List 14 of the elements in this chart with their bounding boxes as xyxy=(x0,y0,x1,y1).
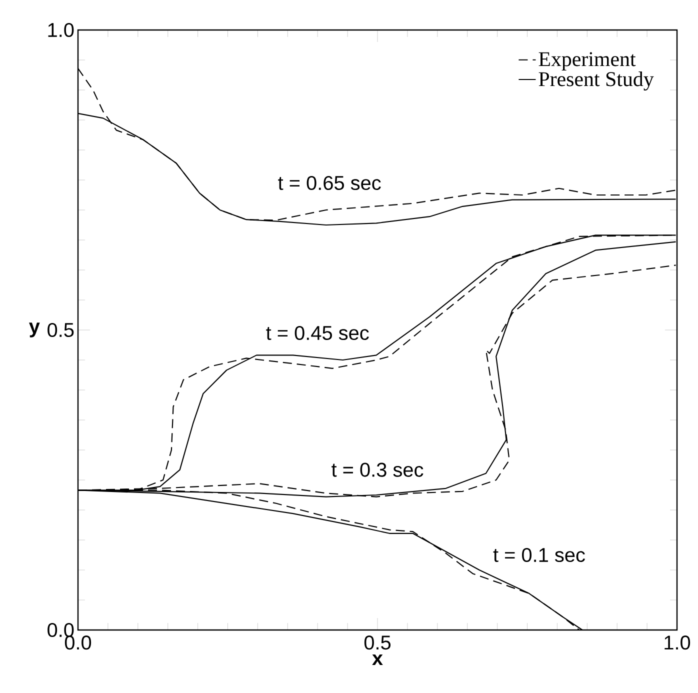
x-tick-label: 0.5 xyxy=(364,636,391,650)
legend-label: Experiment xyxy=(538,52,636,70)
x-tick-label: 0.0 xyxy=(64,636,92,650)
x-axis-title: x xyxy=(372,654,383,665)
y-tick-label: 0.5 xyxy=(48,322,74,338)
annotation: t = 0.45 sec xyxy=(266,326,369,340)
y-tick-label: 1.0 xyxy=(48,22,74,38)
y-tick-label: 0.0 xyxy=(48,622,74,638)
annotation: t = 0.3 sec xyxy=(332,462,424,477)
y-axis-title: y xyxy=(29,322,40,338)
legend-label: Present Study xyxy=(538,72,654,91)
x-tick-label: 1.0 xyxy=(664,636,690,650)
annotation: t = 0.65 sec xyxy=(278,176,381,190)
annotation: t = 0.1 sec xyxy=(493,548,585,562)
